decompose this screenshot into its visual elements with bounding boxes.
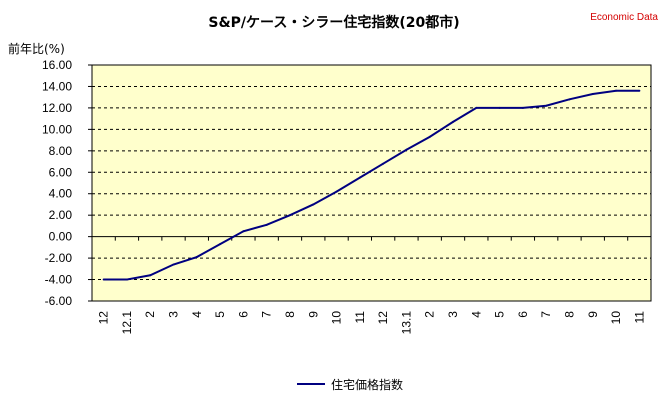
- x-tick-label: 2: [423, 311, 437, 318]
- data-point: [358, 176, 361, 179]
- data-point: [568, 98, 571, 101]
- x-tick-label: 12: [97, 311, 111, 325]
- y-tick-label: -2.00: [45, 251, 73, 265]
- y-tick-label: 14.00: [42, 79, 72, 93]
- y-tick-label: 2.00: [49, 208, 73, 222]
- data-point: [288, 214, 291, 217]
- x-tick-label: 7: [260, 311, 274, 318]
- x-axis-ticks: 12 12.1 2 3 4 5 6 7 8 9 10 11 12 13.1 2 3 4 5 6 7 8 9 10 11: [97, 311, 647, 335]
- x-tick-label: 8: [562, 311, 576, 318]
- y-axis-ticks: 16.00 14.00 12.00 10.00 8.00 6.00 4.00 2.00 0.00…: [42, 58, 92, 308]
- x-tick-label: 8: [283, 311, 297, 318]
- y-tick-label: 4.00: [49, 187, 73, 201]
- y-tick-label: 6.00: [49, 165, 73, 179]
- data-point: [335, 190, 338, 193]
- x-tick-label: 12: [376, 311, 390, 325]
- x-tick-label: 6: [236, 311, 250, 318]
- zero-axis: [91, 236, 652, 241]
- y-tick-label: 8.00: [49, 144, 73, 158]
- x-tick-label: 10: [330, 311, 344, 325]
- data-point: [242, 230, 245, 233]
- data-point: [638, 89, 641, 92]
- data-point: [428, 135, 431, 138]
- y-axis-label: 前年比(%): [8, 42, 65, 56]
- source-label: Economic Data: [590, 12, 658, 23]
- x-tick-label: 5: [493, 311, 507, 318]
- series-line: [103, 89, 640, 281]
- y-tick-label: -4.00: [45, 273, 73, 287]
- x-tick-label: 3: [446, 311, 460, 318]
- x-tick-label: 6: [516, 311, 530, 318]
- x-tick-label: 10: [609, 311, 623, 325]
- x-tick-label: 5: [213, 311, 227, 318]
- x-tick-label: 9: [306, 311, 320, 318]
- y-tick-label: 0.00: [49, 230, 73, 244]
- data-point: [195, 256, 198, 259]
- legend-label: 住宅価格指数: [331, 377, 404, 392]
- data-point: [312, 203, 315, 206]
- y-tick-label: 16.00: [42, 58, 72, 72]
- data-point: [102, 278, 105, 281]
- chart-title: S&P/ケース・シラー住宅指数(20都市): [208, 15, 460, 31]
- x-tick-label: 4: [190, 311, 204, 318]
- data-point: [521, 106, 524, 109]
- y-tick-label: 10.00: [42, 122, 72, 136]
- data-point: [125, 278, 128, 281]
- data-point: [452, 120, 455, 123]
- data-point: [382, 162, 385, 165]
- data-point: [149, 274, 152, 277]
- x-tick-label: 7: [539, 311, 553, 318]
- x-tick-label: 11: [353, 311, 367, 324]
- x-tick-label: 2: [143, 311, 157, 318]
- data-point: [545, 104, 548, 107]
- x-tick-label: 9: [586, 311, 600, 318]
- series-group: [102, 89, 641, 281]
- data-point: [405, 148, 408, 151]
- data-point: [265, 223, 268, 226]
- data-point: [219, 243, 222, 246]
- x-tick-label: 12.1: [120, 311, 134, 335]
- x-tick-label: 3: [167, 311, 181, 318]
- data-point: [498, 106, 501, 109]
- data-point: [172, 263, 175, 266]
- x-tick-label: 11: [632, 311, 646, 324]
- y-tick-label: 12.00: [42, 101, 72, 115]
- x-tick-label: 13.1: [399, 311, 413, 335]
- legend-swatch: [297, 383, 325, 385]
- data-point: [591, 92, 594, 95]
- data-point: [475, 106, 478, 109]
- legend: 住宅価格指数: [297, 374, 403, 394]
- x-tick-label: 4: [469, 311, 483, 318]
- y-tick-label: -6.00: [45, 294, 73, 308]
- data-point: [615, 89, 618, 92]
